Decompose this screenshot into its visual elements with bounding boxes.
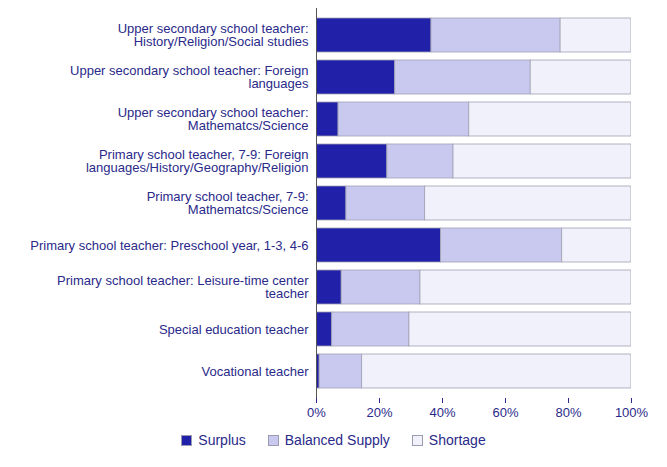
svg-text:40%: 40% <box>429 405 455 420</box>
html-text:Surplus: Surplus <box>198 432 246 448</box>
svg-text:Primary school teacher: Presch: Primary school teacher: Preschool year, … <box>30 238 308 253</box>
svg-text:Upper secondary school teacher: Upper secondary school teacher: Foreignl… <box>70 63 309 91</box>
svg-text:100%: 100% <box>615 405 649 420</box>
svg-text:20%: 20% <box>366 405 392 420</box>
svg-text:0%: 0% <box>307 405 326 420</box>
html-text:Shortage: Shortage <box>428 432 486 448</box>
svg-text:Primary school teacher, 7-9:Ma: Primary school teacher, 7-9:Mathematcs/S… <box>147 189 309 217</box>
svg-text:Primary school teacher: Leisur: Primary school teacher: Leisure-time cen… <box>57 273 309 301</box>
svg-text:Primary school teacher, 7-9: F: Primary school teacher, 7-9: Foreignlang… <box>86 147 309 175</box>
html-text:Balanced Supply: Balanced Supply <box>284 432 390 448</box>
svg-text:Upper secondary school teacher: Upper secondary school teacher:Mathematc… <box>118 105 309 133</box>
svg-text:Upper secondary school teacher: Upper secondary school teacher:History/R… <box>118 21 309 49</box>
svg-text:60%: 60% <box>492 405 518 420</box>
svg-text:Vocational teacher: Vocational teacher <box>202 364 310 379</box>
svg-text:80%: 80% <box>555 405 581 420</box>
svg-text:Special education teacher: Special education teacher <box>159 322 309 337</box>
